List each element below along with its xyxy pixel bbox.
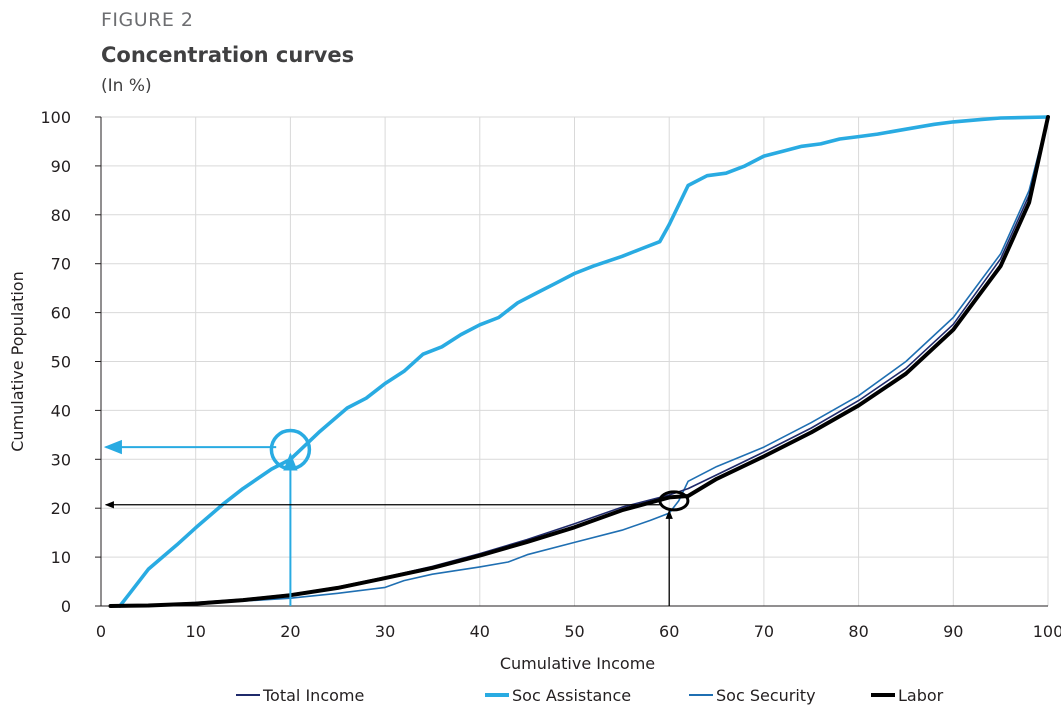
legend-label: Soc Security: [716, 686, 816, 705]
figure-label: FIGURE 2: [101, 9, 194, 31]
annotations: [103, 428, 690, 606]
y-tick-label: 60: [51, 304, 71, 323]
y-tick-label: 40: [51, 401, 71, 420]
y-tick-labels: 0 10 20 30 40 50 60 70 80 90 100: [40, 108, 71, 616]
y-tick-label: 30: [51, 450, 71, 469]
y-tick-label: 100: [40, 108, 71, 127]
x-tick-labels: 0 10 20 30 40 50 60 70 80 90 100: [96, 622, 1061, 641]
legend-label: Soc Assistance: [512, 686, 631, 705]
series-lines: [108, 115, 1050, 608]
y-tick-label: 80: [51, 206, 71, 225]
x-tick-label: 100: [1033, 622, 1061, 641]
y-tick-label: 90: [51, 157, 71, 176]
grid: [95, 116, 1049, 607]
x-tick-label: 20: [280, 622, 300, 641]
y-tick-label: 50: [51, 353, 71, 372]
x-tick-label: 60: [659, 622, 679, 641]
x-tick-label: 30: [375, 622, 395, 641]
x-tick-label: 50: [564, 622, 584, 641]
series-line-labor: [108, 115, 1050, 608]
x-tick-label: 70: [754, 622, 774, 641]
legend: Total Income Soc Assistance Soc Security La…: [236, 686, 944, 705]
x-tick-label: 80: [848, 622, 868, 641]
highlight-circle: [658, 490, 690, 512]
legend-label: Labor: [898, 686, 944, 705]
y-tick-label: 20: [51, 499, 71, 518]
y-axis-title: Cumulative Population: [8, 271, 27, 451]
x-tick-label: 90: [943, 622, 963, 641]
x-tick-label: 10: [186, 622, 206, 641]
y-tick-label: 70: [51, 255, 71, 274]
series-line-soc-security: [109, 116, 1049, 607]
legend-label: Total Income: [262, 686, 364, 705]
x-axis-title: Cumulative Income: [500, 654, 655, 673]
x-tick-label: 40: [470, 622, 490, 641]
y-tick-label: 0: [61, 597, 71, 616]
chart-units: (In %): [101, 76, 152, 96]
chart-title: Concentration curves: [101, 43, 355, 67]
x-tick-label: 0: [96, 622, 106, 641]
y-tick-label: 10: [51, 548, 71, 567]
